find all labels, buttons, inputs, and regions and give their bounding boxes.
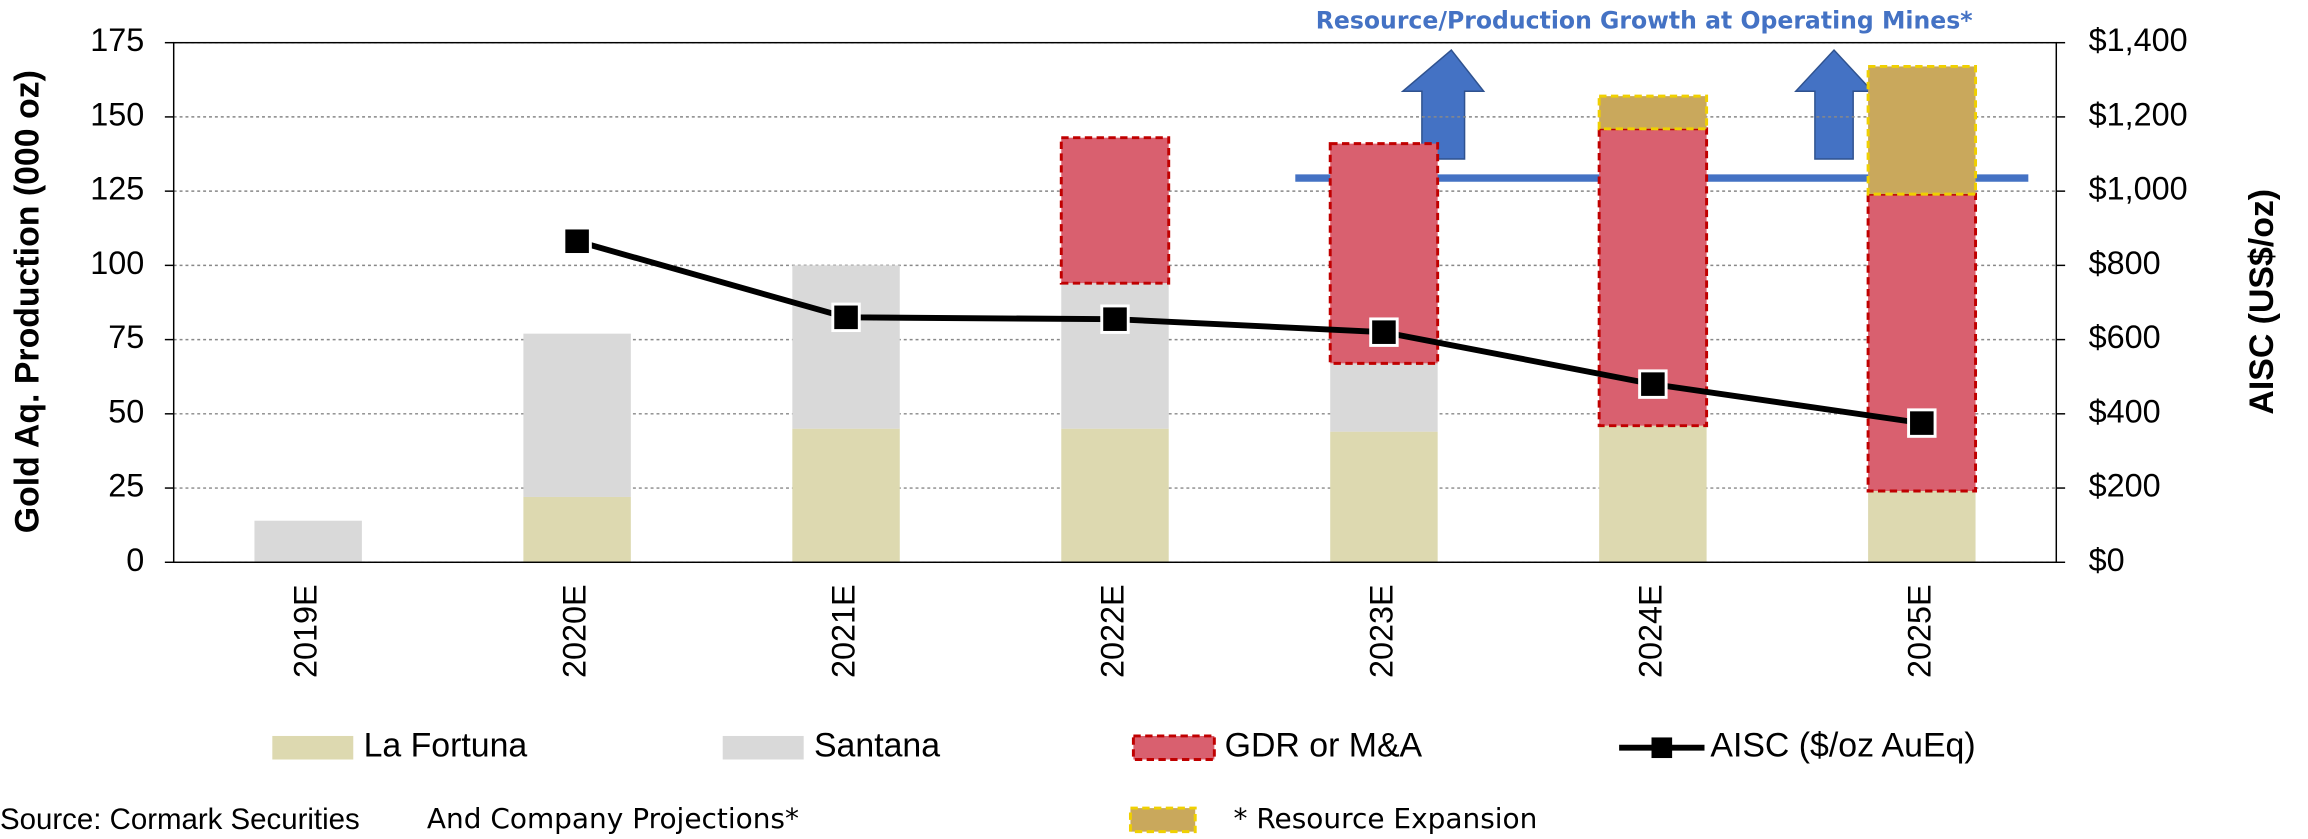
marker	[1638, 369, 1668, 399]
x-tick-label: 2021E	[826, 584, 862, 678]
legend-swatch	[722, 735, 804, 760]
x-tick-label: 2022E	[1095, 584, 1131, 678]
x-tick-label: 2020E	[557, 584, 593, 678]
x-tick-label: 2019E	[288, 584, 324, 678]
bar	[1330, 363, 1438, 432]
bar	[792, 428, 900, 563]
legend-marker	[1651, 737, 1673, 759]
y2-tick-label: $600	[2089, 319, 2161, 355]
legend-label: GDR or M&A	[1225, 727, 1423, 765]
legend-swatch	[1128, 806, 1197, 834]
bar	[1061, 428, 1169, 563]
y2-tick-label: $400	[2089, 393, 2161, 429]
marker	[1100, 304, 1130, 334]
bar	[792, 265, 900, 429]
y-tick-label: 75	[108, 319, 144, 355]
legend-label: Santana	[814, 727, 940, 765]
x-tick-label: 2025E	[1901, 584, 1937, 678]
y2-tick-label: $1,200	[2089, 96, 2188, 132]
legend-swatch	[1131, 734, 1216, 761]
bar	[1059, 136, 1171, 285]
y2-tick-label: $0	[2089, 542, 2125, 578]
bar	[1868, 491, 1976, 563]
marker	[831, 302, 861, 333]
annotation: Resource/Production Growth at Operating …	[1316, 7, 1973, 35]
line	[576, 238, 1923, 427]
y-axis-title: Gold Aq. Production (000 oz)	[8, 70, 46, 533]
bar	[254, 520, 362, 563]
y2-tick-label: $1,000	[2089, 171, 2188, 207]
bar	[1597, 94, 1709, 131]
bar	[1599, 425, 1707, 563]
bar	[523, 496, 631, 563]
y-tick-label: 150	[90, 96, 144, 132]
arrow	[1400, 48, 1486, 160]
legend-label: La Fortuna	[364, 727, 528, 765]
y-tick-label: 175	[90, 22, 144, 58]
source-note: And Company Projections*	[427, 802, 799, 835]
y-tick-label: 100	[90, 245, 144, 281]
marker	[562, 226, 592, 256]
legend-label: * Resource Expansion	[1233, 802, 1537, 835]
y-tick-label: 25	[108, 468, 144, 504]
x-tick-label: 2024E	[1632, 584, 1668, 678]
y-tick-label: 50	[108, 393, 144, 429]
y-tick-label: 125	[90, 171, 144, 207]
marker	[1907, 408, 1937, 438]
bar	[1330, 431, 1438, 563]
bar	[523, 333, 631, 497]
y-tick-label: 0	[126, 542, 144, 578]
y2-tick-label: $800	[2089, 245, 2161, 281]
plot-border	[172, 41, 2058, 564]
y2-tick-label: $1,400	[2089, 22, 2188, 58]
bar	[1866, 192, 1978, 493]
legend-swatch	[272, 735, 354, 760]
y2-axis-title: AISC (US$/oz)	[2243, 189, 2281, 415]
marker	[1369, 317, 1399, 347]
y2-tick-label: $200	[2089, 468, 2161, 504]
x-tick-label: 2023E	[1363, 584, 1399, 678]
bar	[1866, 64, 1978, 196]
legend-label: AISC ($/oz AuEq)	[1710, 727, 1975, 765]
arrow	[1794, 48, 1874, 160]
source: Source: Cormark Securities	[0, 803, 360, 836]
